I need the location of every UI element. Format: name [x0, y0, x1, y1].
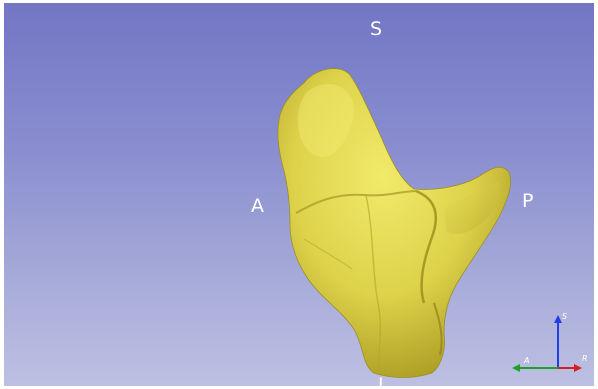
- orientation-label-superior: S: [370, 18, 383, 40]
- axis-label-r: R: [582, 354, 588, 363]
- orientation-label-posterior: P: [522, 190, 534, 212]
- 3d-view[interactable]: S A P I S A R: [4, 3, 594, 386]
- orientation-label-anterior: A: [251, 195, 265, 217]
- orientation-axes-widget: S A R: [504, 311, 590, 383]
- model-body: [277, 68, 511, 378]
- segmented-3d-model[interactable]: [4, 3, 594, 386]
- axis-label-s: S: [562, 312, 568, 321]
- orientation-label-inferior: I: [378, 374, 385, 387]
- axes-icon: [512, 315, 582, 372]
- axis-label-a: A: [524, 356, 530, 365]
